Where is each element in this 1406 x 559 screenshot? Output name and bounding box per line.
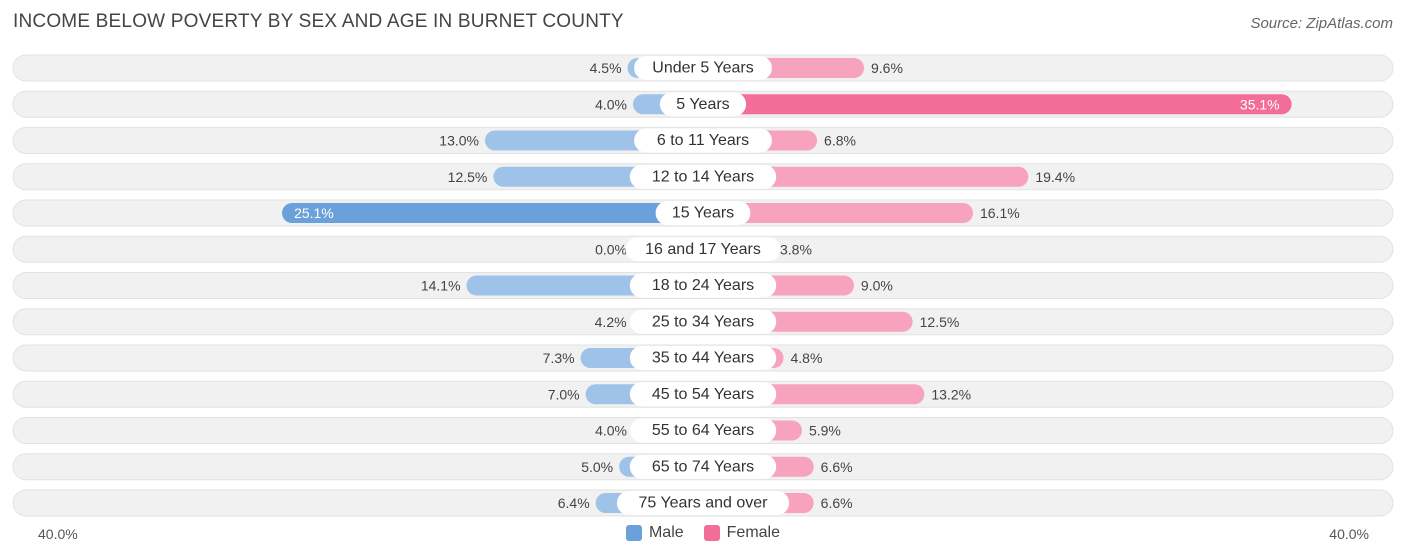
- female-value-label: 6.6%: [821, 459, 853, 475]
- male-value-label: 5.0%: [581, 459, 613, 475]
- category-label: 25 to 34 Years: [652, 313, 754, 330]
- male-bar: [282, 203, 703, 223]
- category-pill: [659, 92, 747, 117]
- category-pill: [629, 309, 777, 334]
- female-value-label: 3.8%: [780, 241, 812, 257]
- female-value-label: 13.2%: [931, 386, 971, 402]
- male-value-label: 25.1%: [294, 205, 334, 221]
- category-label: 55 to 64 Years: [652, 422, 754, 439]
- male-value-label: 14.1%: [421, 278, 461, 294]
- category-pill: [629, 273, 777, 298]
- category-pill: [629, 164, 777, 189]
- category-label: 16 and 17 Years: [645, 241, 761, 258]
- category-pill: [634, 56, 772, 80]
- category-pill: [634, 128, 772, 153]
- legend-swatch-male: [625, 525, 642, 541]
- female-bar: [703, 94, 1292, 115]
- female-value-label: 4.8%: [790, 350, 822, 366]
- legend: Male Female: [0, 524, 1406, 542]
- male-value-label: 13.0%: [439, 133, 479, 149]
- female-value-label: 5.9%: [809, 423, 841, 439]
- male-value-label: 4.5%: [590, 60, 622, 76]
- chart-area: 4.5% 9.6% Under 5 Years 4.0% 35.1% 5 Years 13.…: [12, 54, 1394, 517]
- category-label: 45 to 54 Years: [652, 386, 754, 403]
- category-label: 75 Years and over: [639, 495, 769, 512]
- male-value-label: 7.3%: [543, 350, 575, 366]
- female-value-label: 9.0%: [861, 278, 893, 294]
- category-label: Under 5 Years: [652, 60, 753, 77]
- legend-label-male: Male: [648, 524, 684, 541]
- category-pill: [655, 201, 751, 225]
- category-pill: [629, 418, 777, 443]
- female-bar: [703, 166, 1029, 187]
- category-pill: [625, 237, 781, 262]
- legend-label-female: Female: [726, 524, 781, 541]
- legend-item-female[interactable]: Female: [703, 524, 781, 542]
- female-value-label: 6.8%: [824, 133, 856, 149]
- category-pill: [616, 491, 790, 515]
- category-label: 15 Years: [672, 205, 734, 222]
- category-label: 65 to 74 Years: [652, 458, 754, 475]
- male-value-label: 4.2%: [595, 314, 627, 330]
- category-label: 6 to 11 Years: [657, 132, 749, 149]
- category-pill: [629, 346, 777, 370]
- chart-title: INCOME BELOW POVERTY BY SEX AND AGE IN B…: [13, 11, 624, 32]
- legend-swatch-female: [703, 525, 720, 541]
- category-pill: [629, 382, 777, 407]
- male-value-label: 0.0%: [595, 241, 627, 257]
- female-value-label: 35.1%: [1240, 96, 1280, 112]
- female-value-label: 9.6%: [871, 60, 903, 76]
- female-value-label: 16.1%: [980, 205, 1020, 221]
- category-label: 5 Years: [676, 96, 729, 113]
- male-value-label: 4.0%: [595, 423, 627, 439]
- male-value-label: 12.5%: [448, 169, 488, 185]
- category-label: 35 to 44 Years: [652, 350, 754, 367]
- female-value-label: 19.4%: [1035, 169, 1075, 185]
- category-label: 12 to 14 Years: [652, 168, 754, 185]
- male-value-label: 4.0%: [595, 96, 627, 112]
- chart-source: Source: ZipAtlas.com: [1250, 15, 1393, 32]
- female-bar: [703, 203, 973, 223]
- axis-left-label: 40.0%: [38, 526, 78, 542]
- legend-item-male[interactable]: Male: [625, 524, 684, 542]
- category-label: 18 to 24 Years: [652, 277, 754, 294]
- male-value-label: 7.0%: [548, 386, 580, 402]
- axis-right-label: 40.0%: [1329, 526, 1369, 542]
- female-value-label: 6.6%: [821, 495, 853, 511]
- female-value-label: 12.5%: [920, 314, 960, 330]
- category-pill: [629, 454, 777, 479]
- male-value-label: 6.4%: [558, 495, 590, 511]
